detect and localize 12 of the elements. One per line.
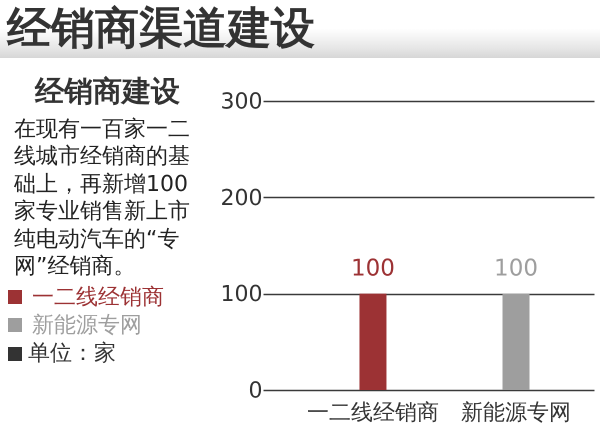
y-tick-label: 100 <box>220 282 262 308</box>
y-tick-label: 300 <box>220 90 262 114</box>
y-tick-label: 0 <box>248 378 262 404</box>
text: 在现有一百家一二线城市经销商的基础上，再新增100家专业销售新上市纯电动汽车的“专网”经销商。 <box>14 116 191 280</box>
chart-subtitle: 经销商建设 <box>34 74 181 108</box>
data-label: 100 <box>494 256 538 282</box>
data-label: 100 <box>351 256 395 282</box>
legend-label: 一二线经销商 <box>32 285 164 310</box>
y-axis-title: 单位：家 <box>28 340 116 368</box>
y-tick-label: 200 <box>220 186 262 211</box>
legend-label: 新能源专网 <box>32 313 142 338</box>
chart-title: 经销商渠道建设 <box>7 3 315 55</box>
